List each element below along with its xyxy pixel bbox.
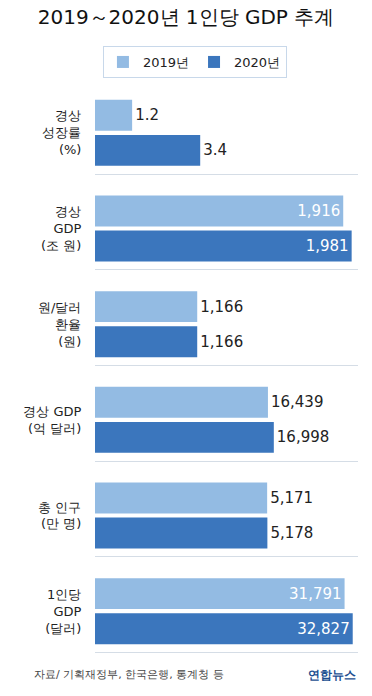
svg-text:16,998: 16,998 xyxy=(277,428,330,446)
svg-text:2020년: 2020년 xyxy=(234,55,280,70)
svg-text:연합뉴스: 연합뉴스 xyxy=(308,668,356,682)
svg-text:2019년: 2019년 xyxy=(143,55,189,70)
svg-text:자료/ 기획재정부, 한국은행, 통계청 등: 자료/ 기획재정부, 한국은행, 통계청 등 xyxy=(34,668,224,681)
svg-text:원/달러환율(원): 원/달러환율(원) xyxy=(38,300,81,349)
svg-text:1,916: 1,916 xyxy=(297,202,340,220)
svg-text:2019～2020년 1인당 GDP 추계: 2019～2020년 1인당 GDP 추계 xyxy=(38,5,335,29)
svg-text:5,178: 5,178 xyxy=(270,524,313,542)
svg-text:1.2: 1.2 xyxy=(135,106,159,124)
svg-text:경상 GDP(억 달러): 경상 GDP(억 달러) xyxy=(23,404,81,436)
svg-text:1,166: 1,166 xyxy=(200,298,243,316)
svg-text:1,166: 1,166 xyxy=(200,333,243,351)
svg-text:32,827: 32,827 xyxy=(297,620,350,638)
svg-text:3.4: 3.4 xyxy=(203,141,227,159)
svg-text:31,791: 31,791 xyxy=(289,585,342,603)
svg-text:1,981: 1,981 xyxy=(306,237,349,255)
svg-text:5,171: 5,171 xyxy=(270,489,313,507)
svg-text:경상성장률(%): 경상성장률(%) xyxy=(42,108,81,157)
svg-text:1인당GDP(달러): 1인당GDP(달러) xyxy=(45,587,81,636)
svg-text:16,439: 16,439 xyxy=(271,393,324,411)
svg-text:총 인구(만 명): 총 인구(만 명) xyxy=(38,500,81,532)
svg-text:경상GDP(조 원): 경상GDP(조 원) xyxy=(41,204,81,253)
